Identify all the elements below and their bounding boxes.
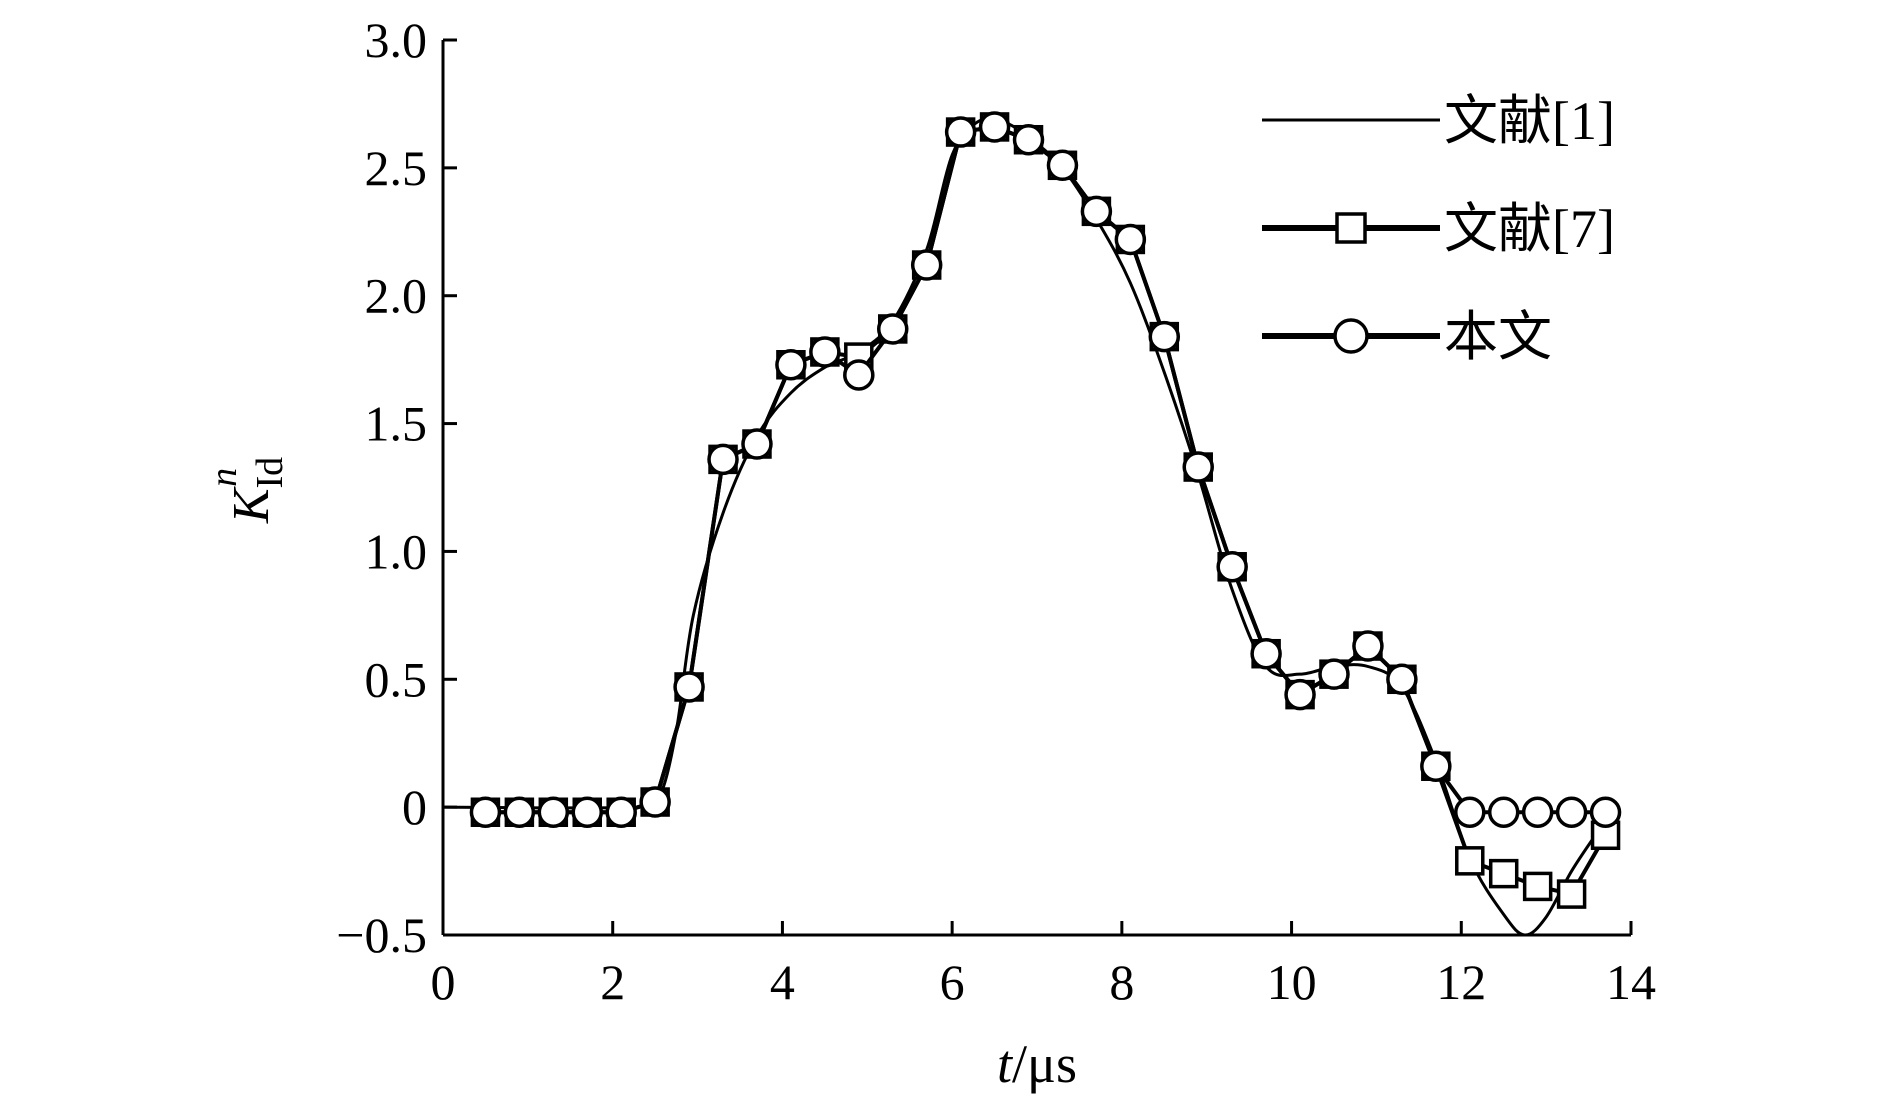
data-point-circle — [707, 443, 739, 476]
x-tick-label: 10 — [1267, 954, 1317, 1010]
legend-entry-3: 本文 — [1262, 307, 1552, 367]
y-tick-label: 1.5 — [365, 396, 428, 452]
axes: 0 2 4 6 8 10 12 14−0.500.51.01.52.02.53.0 — [336, 12, 1656, 1010]
data-point-circle — [1114, 223, 1147, 256]
y-axis-subscript: Id — [249, 457, 291, 489]
y-tick-label: 3.0 — [365, 12, 428, 68]
data-point-circle — [1352, 630, 1384, 662]
legend-label: 文献[7] — [1444, 199, 1615, 259]
y-tick-label: −0.5 — [336, 907, 427, 963]
data-point-circle — [843, 359, 875, 391]
data-point-circle — [1182, 451, 1214, 483]
series-layer — [442, 111, 1622, 937]
y-tick-label: 1.0 — [365, 523, 428, 579]
data-point-circle — [1555, 796, 1588, 829]
data-point-circle — [1216, 551, 1248, 583]
y-axis-superscript: n — [203, 468, 245, 487]
data-point-circle — [1250, 637, 1282, 670]
y-tick-label: 2.0 — [365, 268, 428, 324]
data-point-circle — [605, 796, 637, 829]
data-point-circle — [775, 349, 807, 381]
legend-square-marker — [1335, 212, 1367, 244]
data-point-circle — [469, 796, 502, 829]
data-point-square — [1488, 858, 1519, 889]
legend-entry-1: 文献[1] — [1262, 91, 1615, 151]
data-point-circle — [809, 336, 841, 368]
y-tick-label: 0 — [402, 779, 427, 835]
data-point-circle — [910, 249, 943, 281]
legend-label: 本文 — [1444, 307, 1552, 367]
data-point-square — [1556, 879, 1587, 909]
data-point-circle — [876, 313, 909, 345]
y-axis-base: K — [223, 486, 280, 524]
data-point-circle — [639, 786, 671, 818]
data-point-circle — [503, 796, 536, 829]
data-point-circle — [978, 111, 1011, 143]
data-point-circle — [1012, 123, 1045, 156]
data-point-circle — [571, 796, 604, 829]
data-point-circle — [741, 428, 773, 460]
x-tick-label: 4 — [770, 954, 795, 1010]
x-tick-label: 12 — [1436, 954, 1486, 1010]
x-axis-title: t/μs — [997, 1034, 1077, 1094]
legend-label: 文献[1] — [1444, 91, 1615, 151]
legend: 文献[1] 文献[7] 本文 — [1262, 91, 1615, 367]
y-tick-label: 2.5 — [365, 140, 428, 196]
data-point-square — [1522, 871, 1553, 902]
x-axis-variable: t — [997, 1034, 1014, 1094]
data-point-circle — [1521, 796, 1554, 829]
data-point-circle — [537, 796, 570, 829]
y-axis-title: KIdn — [203, 457, 291, 524]
data-point-square — [1455, 846, 1485, 876]
series-3 — [469, 111, 1622, 829]
data-point-circle — [944, 116, 977, 148]
data-point-circle — [1080, 195, 1113, 228]
legend-circle-marker — [1333, 318, 1369, 354]
x-tick-label: 14 — [1606, 954, 1656, 1010]
x-axis-unit: /μs — [1012, 1034, 1077, 1094]
data-point-circle — [1386, 663, 1418, 696]
data-point-circle — [1318, 658, 1350, 690]
data-point-circle — [1487, 796, 1520, 829]
data-point-circle — [1148, 320, 1181, 353]
data-point-circle — [1420, 750, 1452, 782]
data-point-circle — [673, 671, 705, 703]
y-tick-label: 0.5 — [365, 651, 428, 707]
x-tick-label: 0 — [431, 954, 456, 1010]
x-tick-label: 8 — [1109, 954, 1134, 1010]
data-point-circle — [1589, 796, 1622, 829]
legend-entry-2: 文献[7] — [1262, 199, 1615, 259]
data-point-circle — [1454, 796, 1486, 829]
series-line — [485, 124, 1606, 815]
x-tick-label: 2 — [600, 954, 625, 1010]
data-point-circle — [1284, 678, 1316, 711]
x-tick-label: 6 — [940, 954, 965, 1010]
data-point-circle — [1046, 149, 1079, 182]
